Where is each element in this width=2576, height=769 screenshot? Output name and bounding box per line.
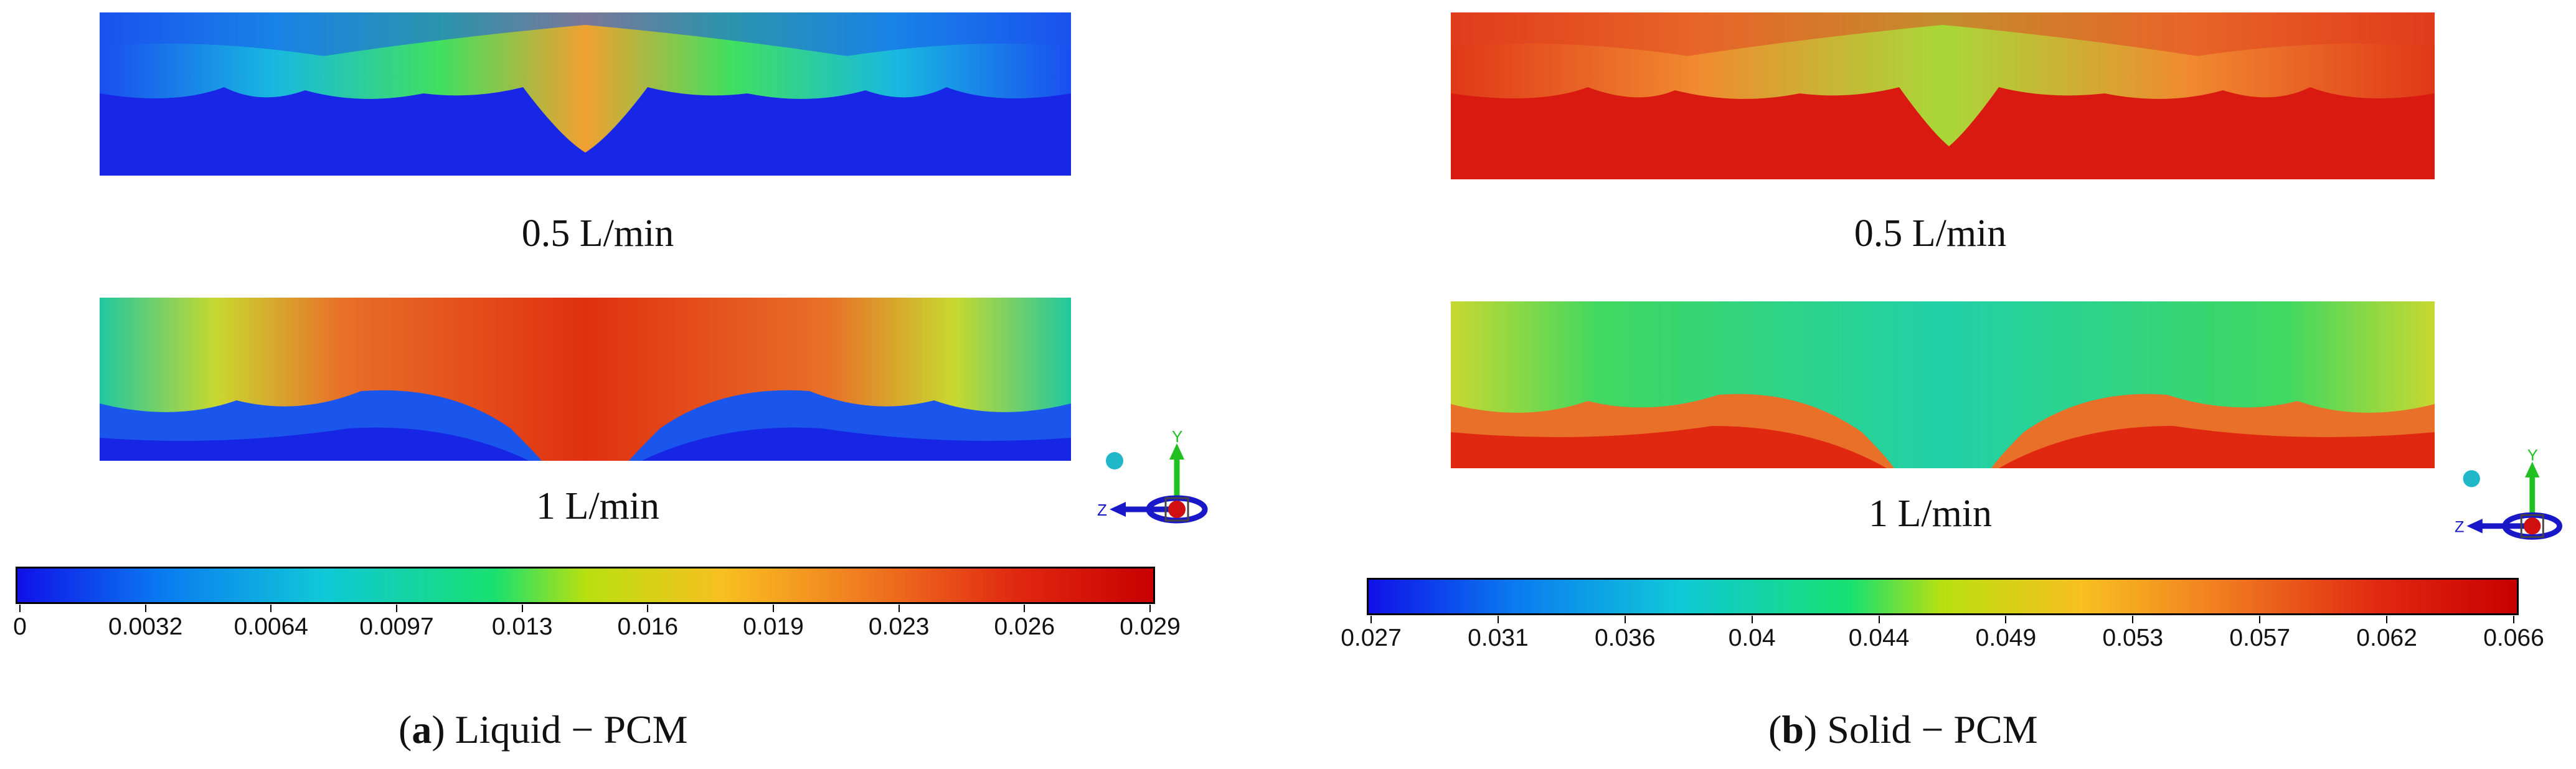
colorbar-tick-label: 0.066: [2483, 625, 2544, 651]
svg-text:Z: Z: [1097, 501, 1107, 519]
contour-field-liquid-1: [100, 298, 1071, 461]
colorbar-tick-mark: [19, 605, 21, 612]
colorbar-tick-label: 0.0064: [234, 613, 308, 640]
colorbar-tick-label: 0.026: [994, 613, 1055, 640]
colorbar-tick-label: 0.062: [2356, 625, 2417, 651]
contour-field-solid-1: [1451, 301, 2435, 468]
contour-field-solid-0.5: [1451, 12, 2435, 179]
colorbar-tick-label: 0.036: [1594, 625, 1656, 651]
colorbar-tick-mark: [2132, 616, 2134, 623]
svg-text:Z: Z: [2455, 519, 2464, 536]
colorbar-tick-label: 0.019: [743, 613, 804, 640]
colorbar-tick-mark: [1751, 616, 1753, 623]
colorbar-tick-mark: [773, 605, 774, 612]
colorbar-tick-label: 0: [13, 613, 27, 640]
colorbar-tick-label: 0.04: [1728, 625, 1776, 651]
colorbar-tick-label: 0.027: [1341, 625, 1402, 651]
colorbar-tick-label: 0.016: [617, 613, 679, 640]
colorbar-liquid: [16, 567, 1155, 604]
colorbar-tick-mark: [647, 605, 649, 612]
caption-liquid-pcm: (a) Liquid − PCM: [399, 707, 688, 752]
axis-triad-icon: Y Z: [2455, 448, 2563, 540]
caption-solid-pcm: (b) Solid − PCM: [1768, 707, 2038, 752]
colorbar-tick-mark: [1878, 616, 1880, 623]
colorbar-tick-label: 0.057: [2229, 625, 2291, 651]
colorbar-tick-mark: [144, 605, 146, 612]
colorbar-tick-label: 0.053: [2102, 625, 2164, 651]
colorbar-tick-label: 0.023: [868, 613, 930, 640]
flow-rate-label: 1 L/min: [535, 485, 660, 527]
colorbar-tick-label: 0.029: [1120, 613, 1181, 640]
contour-field-liquid-0.5: [100, 12, 1071, 176]
svg-text:Y: Y: [2527, 448, 2538, 465]
flow-rate-label: 1 L/min: [1868, 493, 1993, 535]
colorbar-tick-mark: [2513, 616, 2514, 623]
colorbar-tick-label: 0.049: [1975, 625, 2037, 651]
svg-text:Y: Y: [1172, 430, 1182, 446]
colorbar-tick-mark: [2005, 616, 2007, 623]
colorbar-tick-mark: [1149, 605, 1151, 612]
colorbar-tick-label: 0.013: [491, 613, 553, 640]
colorbar-tick-label: 0.044: [1848, 625, 1910, 651]
colorbar-tick-mark: [1624, 616, 1626, 623]
flow-rate-label: 0.5 L/min: [521, 212, 674, 255]
colorbar-tick-mark: [2386, 616, 2388, 623]
colorbar-tick-label: 0.031: [1468, 625, 1529, 651]
colorbar-tick-label: 0.0032: [108, 613, 183, 640]
axis-triad-icon: Y Z: [1097, 430, 1208, 524]
colorbar-tick-mark: [396, 605, 397, 612]
colorbar-tick-mark: [898, 605, 900, 612]
flow-rate-label: 0.5 L/min: [1854, 212, 2007, 255]
colorbar-tick-mark: [521, 605, 523, 612]
colorbar-tick-mark: [1024, 605, 1026, 612]
colorbar-tick-mark: [1371, 616, 1372, 623]
colorbar-tick-mark: [1497, 616, 1499, 623]
colorbar-tick-label: 0.0097: [359, 613, 434, 640]
colorbar-tick-mark: [2259, 616, 2261, 623]
colorbar-tick-mark: [270, 605, 272, 612]
colorbar-solid: [1367, 578, 2519, 615]
